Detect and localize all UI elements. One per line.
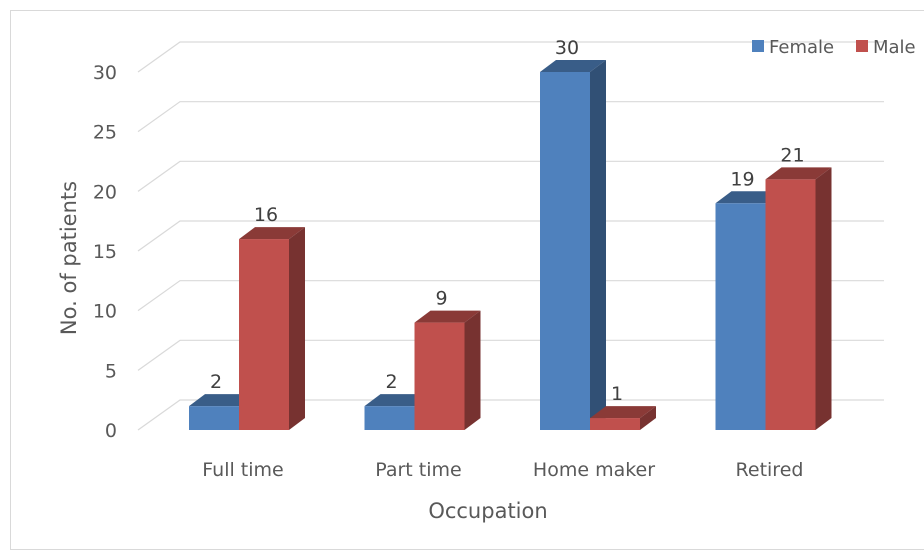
- y-tick-label: 20: [93, 181, 117, 203]
- y-tick-label: 15: [93, 241, 117, 263]
- bar-male-part-time-top: [414, 310, 481, 323]
- data-label-male-full-time: 16: [254, 204, 278, 226]
- data-label-female-home-maker: 30: [555, 37, 579, 59]
- bar-male-retired-top: [765, 167, 832, 180]
- bar-male-part-time-side: [464, 310, 481, 430]
- bar-female-home-maker-side: [590, 60, 606, 430]
- gridline-10: [137, 280, 884, 312]
- y-tick-label: 25: [93, 122, 117, 144]
- bar-male-full-time-top: [239, 227, 305, 240]
- bar-female-part-time: [364, 406, 415, 430]
- data-label-female-full-time: 2: [210, 371, 222, 393]
- gridline-5: [137, 339, 884, 371]
- bar-female-retired: [715, 203, 766, 430]
- x-tick-label: Full time: [202, 459, 283, 481]
- bar-male-full-time: [239, 239, 289, 430]
- bar-female-home-maker: [540, 72, 590, 430]
- data-label-female-part-time: 2: [385, 371, 397, 393]
- gridline-0: [137, 399, 884, 431]
- x-tick-label: Part time: [375, 459, 461, 481]
- legend-label-female: Female: [769, 37, 834, 58]
- x-tick-label: Retired: [736, 459, 804, 481]
- bar-male-home-maker: [590, 418, 640, 430]
- y-tick-label: 5: [105, 360, 117, 382]
- gridline-20: [137, 160, 884, 192]
- bar-female-full-time: [189, 406, 239, 430]
- bar-male-home-maker-side: [640, 406, 656, 430]
- bar-female-home-maker-top: [540, 60, 606, 72]
- bar-male-home-maker-top: [590, 406, 656, 419]
- legend-swatch-female: [752, 40, 764, 52]
- y-tick-label: 0: [105, 420, 117, 442]
- bar-female-part-time-top: [364, 394, 431, 407]
- gridline-15: [137, 220, 884, 252]
- data-label-male-retired: 21: [780, 144, 804, 166]
- chart: 0 5 10 15 20 25 30 2 16 Full time 2 9 Part time 30 1 Ho…: [57, 37, 916, 523]
- legend-label-male: Male: [873, 37, 916, 58]
- bar-male-retired-side: [815, 167, 832, 430]
- bar-male-retired: [765, 179, 816, 430]
- gridline-25: [137, 101, 884, 133]
- y-tick-label: 10: [93, 301, 117, 323]
- x-axis-title: Occupation: [428, 499, 547, 523]
- bar-female-full-time-top: [189, 394, 255, 407]
- gridline-30: [137, 41, 884, 73]
- y-tick-label: 30: [93, 62, 117, 84]
- x-tick-label: Home maker: [533, 459, 655, 481]
- bar-male-part-time: [414, 322, 465, 430]
- bar-female-retired-top: [715, 191, 782, 204]
- data-label-female-retired: 19: [730, 168, 754, 190]
- data-label-male-part-time: 9: [435, 288, 447, 310]
- y-axis-title: No. of patients: [57, 181, 81, 335]
- bar-male-full-time-side: [289, 227, 305, 430]
- legend-swatch-male: [856, 40, 868, 52]
- data-label-male-home-maker: 1: [611, 383, 623, 405]
